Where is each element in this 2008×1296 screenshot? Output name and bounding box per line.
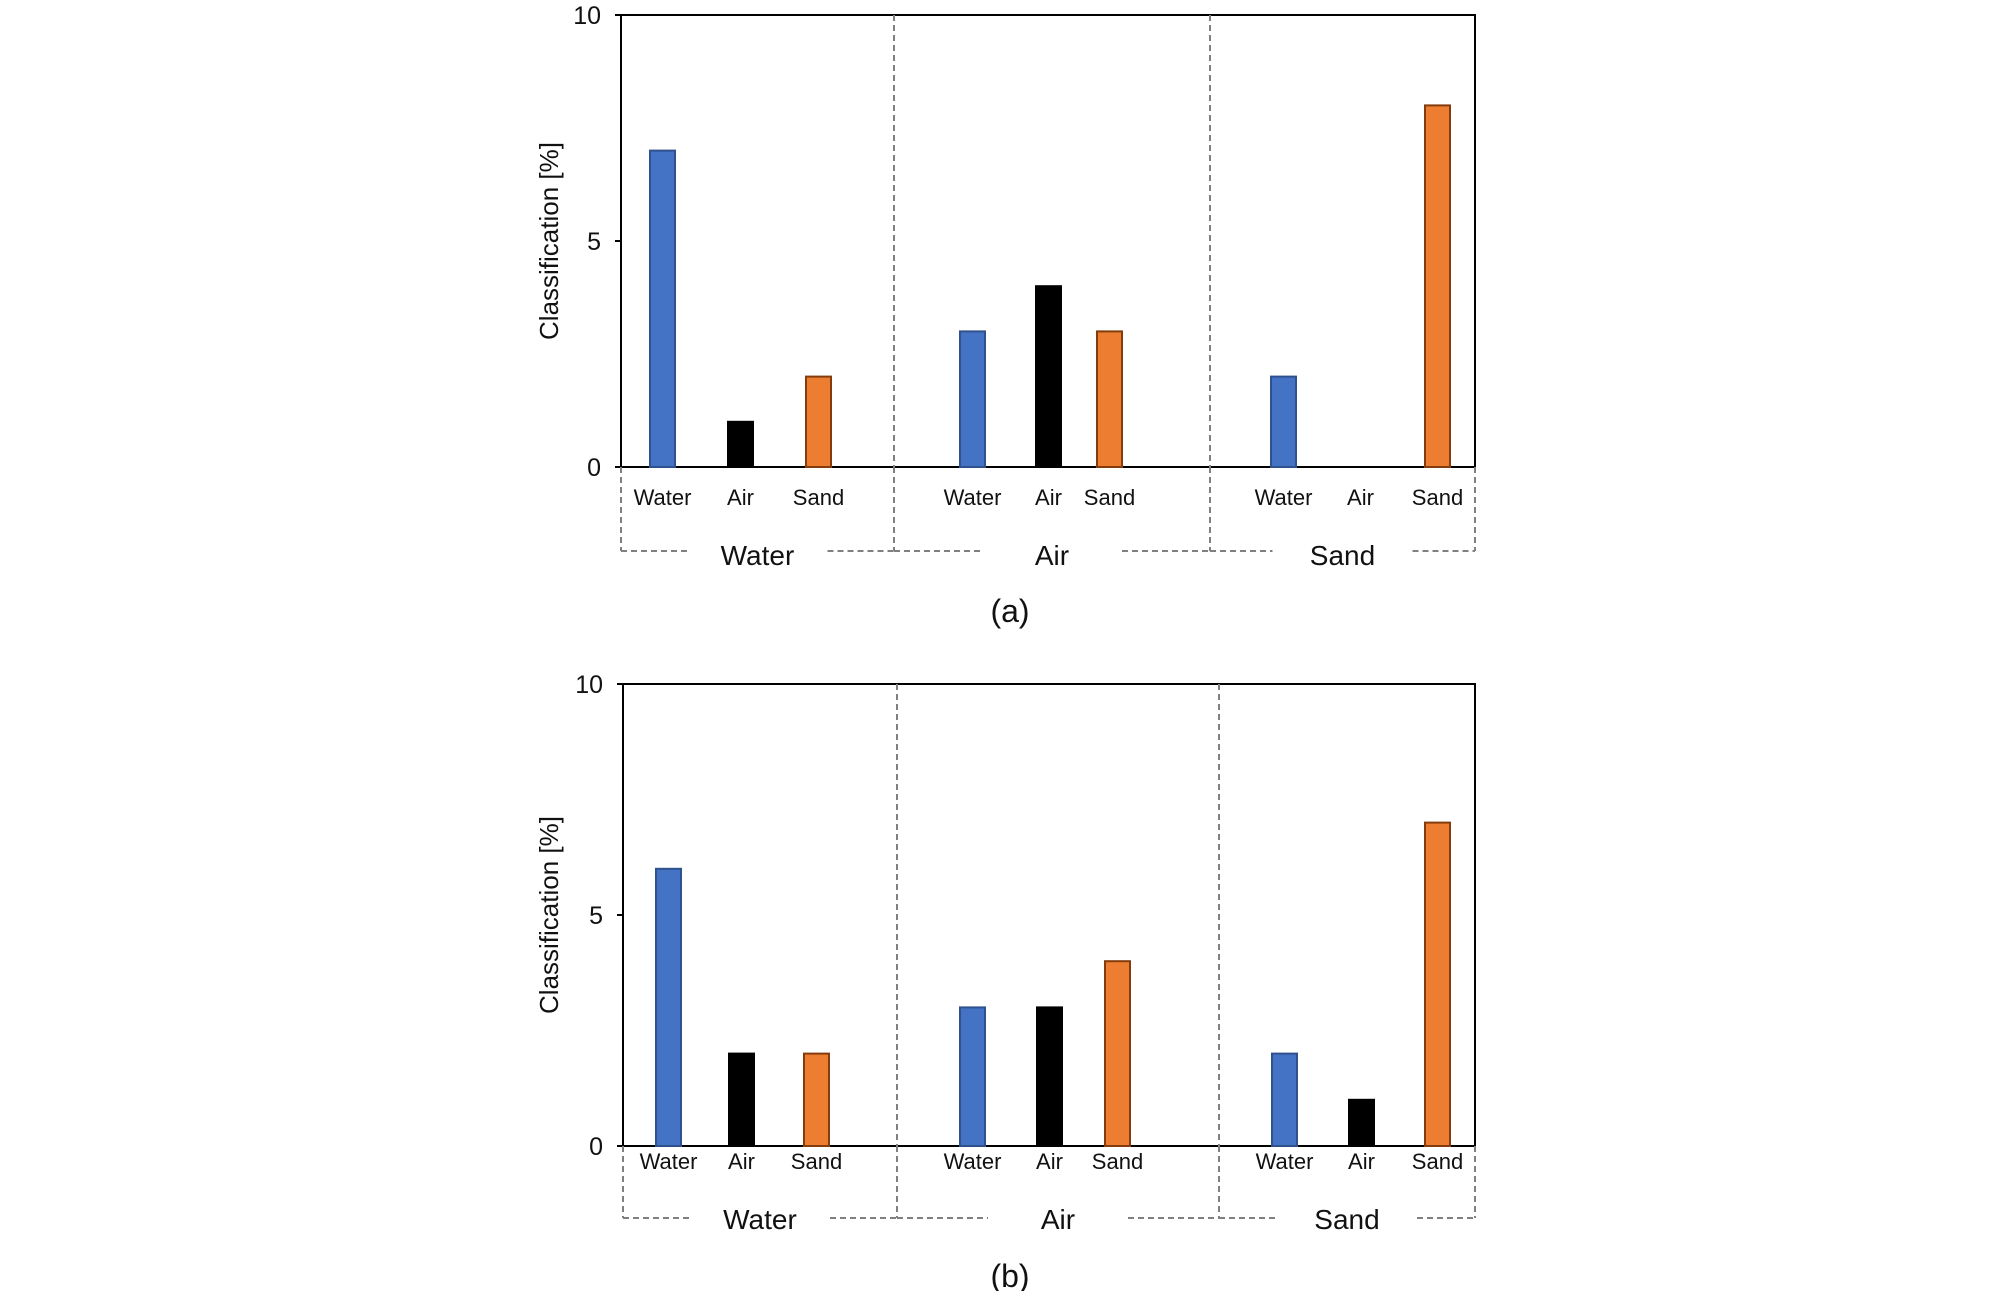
category-label-water: Water (1255, 485, 1313, 510)
category-label-air: Air (1347, 485, 1374, 510)
chart-panel-b (617, 683, 1476, 1219)
bar-sand-group-air (1348, 1098, 1375, 1148)
bar-sand-group-sand (1424, 104, 1451, 469)
bar-air-group-water (959, 330, 986, 468)
category-label-air: Air (728, 1149, 755, 1174)
category-label-water: Water (944, 1149, 1002, 1174)
panel-caption: (b) (990, 1258, 1029, 1291)
y-tick-label: 5 (587, 228, 601, 256)
bar-air-group-air (1035, 285, 1062, 469)
category-label-air: Air (1348, 1149, 1375, 1174)
group-label-sand: Sand (1314, 1204, 1379, 1235)
y-axis-label: Classification [%] (534, 816, 564, 1014)
category-label-sand: Sand (1412, 1149, 1463, 1174)
chart-panel-a (615, 14, 1476, 552)
group-label-air: Air (1035, 540, 1069, 571)
y-tick-label: 10 (573, 2, 601, 30)
bar-water-group-water (649, 149, 676, 468)
y-tick-label: 0 (589, 1133, 603, 1161)
category-label-water: Water (1256, 1149, 1314, 1174)
y-tick-label: 10 (575, 671, 603, 699)
group-label-air: Air (1041, 1204, 1075, 1235)
group-label-water: Water (721, 540, 795, 571)
category-label-water: Water (640, 1149, 698, 1174)
category-label-sand: Sand (1092, 1149, 1143, 1174)
bar-air-group-water (959, 1006, 986, 1148)
category-label-sand: Sand (1412, 485, 1463, 510)
category-label-sand: Sand (1084, 485, 1135, 510)
bar-air-group-sand (1096, 330, 1123, 468)
category-label-sand: Sand (791, 1149, 842, 1174)
bar-sand-group-water (1270, 375, 1297, 469)
category-label-air: Air (1036, 1149, 1063, 1174)
group-label-sand: Sand (1310, 540, 1375, 571)
bar-water-group-water (655, 867, 682, 1147)
bar-air-group-air (1036, 1006, 1063, 1148)
y-tick-label: 0 (587, 454, 601, 482)
category-label-sand: Sand (793, 485, 844, 510)
bar-water-group-air (727, 420, 754, 468)
y-axis-label: Classification [%] (534, 142, 564, 340)
bar-sand-group-sand (1424, 821, 1451, 1147)
bar-water-group-sand (803, 1052, 830, 1147)
bar-water-group-air (728, 1052, 755, 1147)
y-tick-label: 5 (589, 902, 603, 930)
bar-sand-group-water (1271, 1052, 1298, 1147)
category-label-water: Water (944, 485, 1002, 510)
group-label-water: Water (723, 1204, 797, 1235)
bar-water-group-sand (805, 375, 832, 469)
bar-air-group-sand (1104, 960, 1131, 1148)
category-label-air: Air (727, 485, 754, 510)
panel-caption: (a) (990, 593, 1029, 629)
category-label-air: Air (1035, 485, 1062, 510)
category-label-water: Water (634, 485, 692, 510)
